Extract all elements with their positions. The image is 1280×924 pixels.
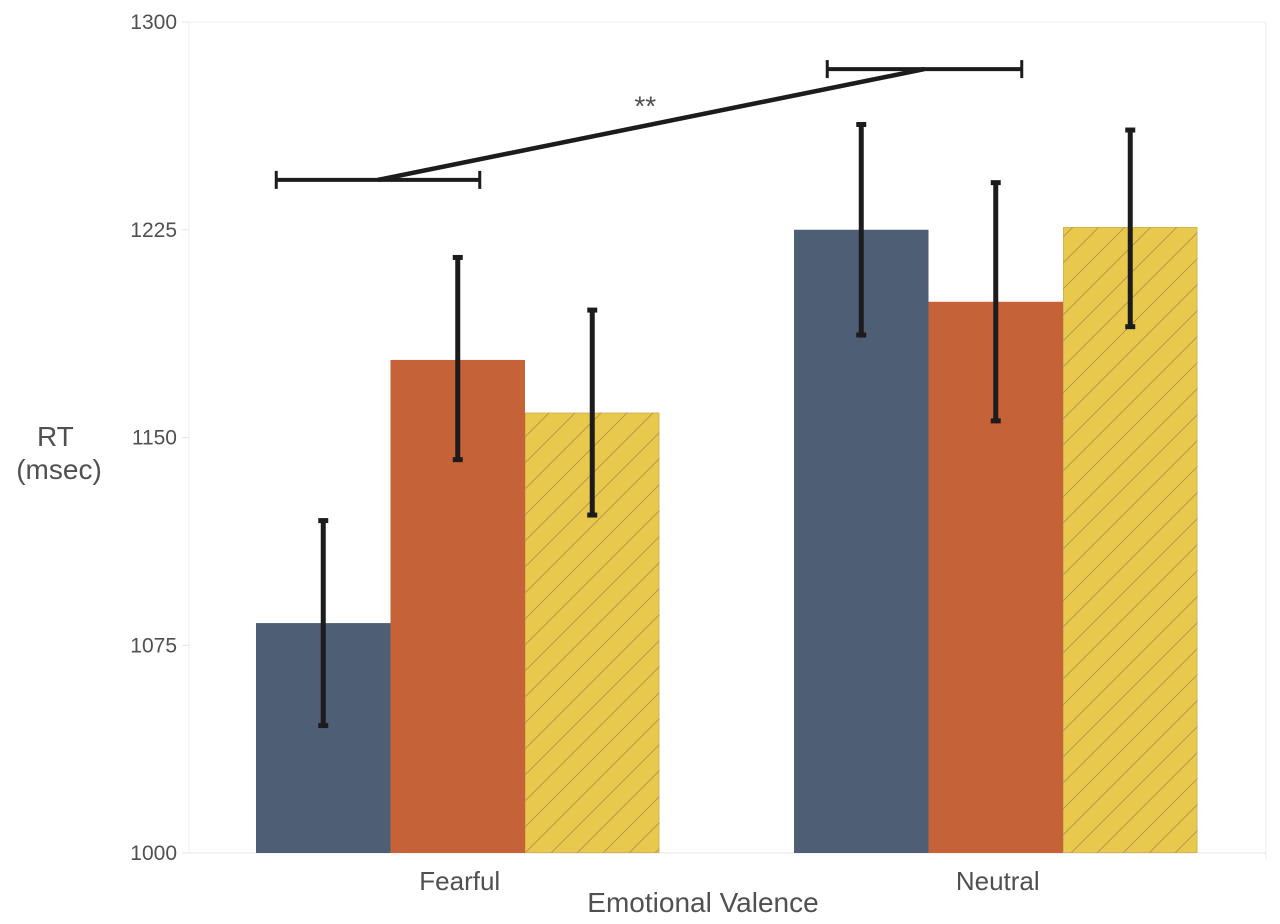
y-axis-title-line-1: RT <box>37 421 74 452</box>
x-tick-label: Fearful <box>419 866 500 896</box>
y-tick-label: 1075 <box>130 634 177 657</box>
y-tick-label: 1225 <box>130 219 177 242</box>
bars <box>256 226 1198 854</box>
bar-hatch <box>1063 226 1198 854</box>
significance-annotation: ** <box>274 60 1024 189</box>
y-axis-title-line-2: (msec) <box>16 454 102 485</box>
y-axis-title: RT (msec) <box>16 421 102 485</box>
x-axis: Fearful Neutral <box>419 866 1039 896</box>
error-bars <box>318 121 1136 729</box>
sig-connector <box>377 66 925 183</box>
x-tick-label: Neutral <box>956 866 1040 896</box>
x-axis-title: Emotional Valence <box>587 887 818 918</box>
y-tick-label: 1000 <box>130 842 177 865</box>
y-tick-label: 1150 <box>132 427 177 450</box>
y-tick-label: 1300 <box>130 11 177 34</box>
significance-label: ** <box>634 90 656 121</box>
y-axis: 1000 1075 1150 1225 1300 <box>130 11 189 865</box>
